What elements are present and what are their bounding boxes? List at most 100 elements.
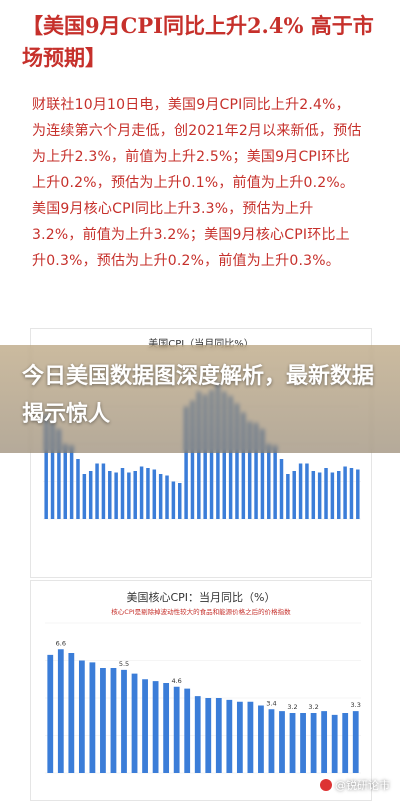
core-cpi-bar: [331, 714, 338, 773]
overlay-title: 今日美国数据图深度解析，最新数据揭示惊人: [22, 364, 375, 427]
core-cpi-data-label: 4.6: [171, 677, 181, 685]
headline-close-bracket: 】: [85, 45, 106, 70]
cpi-bar: [158, 474, 163, 519]
article-body: 财联社10月10日电，美国9月CPI同比上升2.4%，为连续第六个月走低，创20…: [32, 97, 362, 269]
cpi-bar: [247, 421, 252, 519]
headline-text: 美国9月CPI同比上升2.4% 高于市场预期: [22, 13, 374, 70]
cpi-bar: [279, 459, 284, 519]
cpi-bar: [44, 414, 48, 519]
cpi-bar: [101, 463, 106, 519]
core-cpi-bar: [247, 701, 254, 773]
core-cpi-bar: [142, 679, 148, 773]
core-cpi-data-label: 3.2: [308, 703, 318, 711]
core-cpi-data-label: 3.3: [351, 701, 361, 709]
cpi-bar: [273, 445, 277, 519]
core-cpi-bar: [289, 713, 296, 773]
cpi-bar: [298, 463, 303, 519]
cpi-bar: [152, 469, 157, 519]
title-overlay: [0, 345, 400, 453]
core-cpi-bar: [258, 705, 264, 773]
cpi-bar: [241, 412, 246, 519]
cpi-bar: [254, 423, 258, 519]
cpi-bar: [343, 466, 347, 519]
core-cpi-bar: [300, 713, 306, 773]
core-cpi-bar: [236, 701, 243, 773]
cpi-bar: [292, 471, 296, 519]
article-headline: 【美国9月CPI同比上升2.4% 高于市场预期】: [22, 10, 378, 74]
cpi-bar: [69, 445, 74, 519]
cpi-bar: [57, 429, 61, 519]
core-cpi-chart: 美国核心CPI：当月同比（%） 核心CPI是剔除掉波动性较大的食品和能源价格之后…: [45, 590, 361, 774]
core-cpi-bar: [342, 713, 349, 773]
cpi-bar: [50, 423, 55, 519]
core-cpi-chart-subtitle: 核心CPI是剔除掉波动性较大的食品和能源价格之后的价格指数: [111, 607, 291, 616]
cpi-bar: [88, 471, 93, 519]
core-cpi-chart-title: 美国核心CPI：当月同比（%）: [126, 590, 275, 604]
core-cpi-bar: [194, 696, 201, 773]
core-cpi-bar: [205, 698, 212, 773]
cpi-bar: [114, 472, 118, 519]
cpi-bar: [171, 481, 176, 519]
cpi-bar: [82, 474, 87, 519]
core-cpi-data-label: 6.6: [56, 639, 66, 647]
cpi-bar: [133, 471, 137, 519]
cpi-chart: 美国CPI（当月同比%）: [43, 337, 361, 520]
cpi-bar: [63, 444, 68, 519]
core-cpi-bar: [110, 668, 117, 773]
core-cpi-bar: [57, 649, 64, 773]
core-cpi-bar: [321, 711, 328, 773]
cpi-bar: [184, 406, 188, 519]
cpi-bar: [222, 391, 227, 519]
cpi-bar: [127, 472, 131, 519]
cpi-bar: [356, 469, 360, 519]
core-cpi-bar: [47, 654, 54, 773]
headline-open-bracket: 【: [22, 13, 43, 38]
core-cpi-bar: [163, 683, 170, 773]
cpi-bar: [330, 472, 335, 519]
watermark-text: @锐研论市: [335, 779, 390, 792]
cpi-bar: [108, 471, 112, 519]
cpi-bar: [336, 471, 341, 519]
core-cpi-bar: [152, 681, 159, 773]
cpi-bar: [349, 468, 354, 519]
core-cpi-bar: [78, 660, 85, 773]
core-cpi-bar: [268, 709, 275, 773]
cpi-bar: [228, 396, 233, 519]
watermark-logo-icon: [320, 779, 332, 791]
core-cpi-chart-card: 美国核心CPI：当月同比（%） 核心CPI是剔除掉波动性较大的食品和能源价格之后…: [30, 580, 372, 801]
core-cpi-data-label: 3.4: [266, 699, 276, 707]
cpi-bar: [267, 444, 271, 519]
cpi-bar: [197, 391, 201, 519]
core-cpi-bar: [226, 699, 233, 773]
core-cpi-bar: [121, 669, 127, 773]
core-cpi-bar: [100, 668, 106, 773]
cpi-bar: [95, 463, 99, 519]
core-cpi-bar: [279, 711, 285, 773]
cpi-bar: [177, 483, 182, 519]
core-cpi-bar: [131, 673, 138, 773]
core-cpi-bar: [352, 711, 359, 773]
core-cpi-bar: [173, 686, 180, 773]
core-cpi-bar: [310, 713, 317, 773]
cpi-bar: [139, 466, 144, 519]
cpi-bar: [203, 394, 207, 519]
cpi-bar: [76, 459, 80, 519]
cpi-bar: [317, 472, 322, 519]
core-cpi-bar: [215, 698, 222, 773]
cpi-bar: [305, 463, 309, 519]
cpi-bar: [209, 390, 214, 519]
cpi-bar: [286, 474, 290, 519]
watermark: @锐研论市: [320, 777, 390, 793]
cpi-bar: [146, 468, 150, 519]
cpi-bar: [324, 468, 328, 519]
cpi-bar: [165, 475, 169, 519]
cpi-bar: [120, 468, 125, 519]
core-cpi-bar: [184, 688, 191, 773]
core-cpi-bar: [89, 662, 96, 773]
core-cpi-bar: [68, 653, 75, 773]
cpi-bar: [190, 400, 195, 519]
core-cpi-data-label: 3.2: [287, 703, 297, 711]
cpi-bar: [260, 429, 265, 519]
cpi-bar: [235, 403, 239, 519]
core-cpi-data-label: 5.5: [119, 660, 129, 668]
